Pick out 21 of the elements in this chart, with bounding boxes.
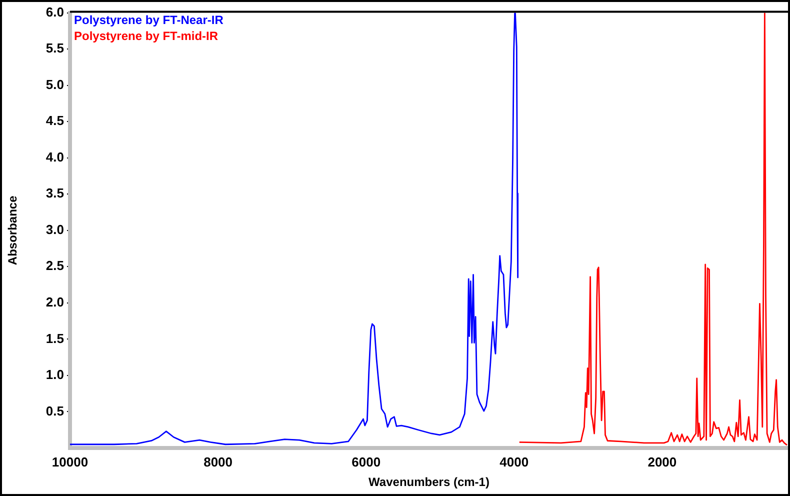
x-tick-label: 8000 [204, 454, 232, 470]
x-tick-label: 6000 [352, 454, 381, 470]
y-tick-label: 5.0 [46, 76, 64, 92]
y-axis-title: Absorbance [6, 195, 20, 266]
y-tick-label: 4.5 [46, 113, 64, 128]
y-tick-label: 0.5 [46, 403, 64, 418]
y-tick-label: 3.0 [46, 222, 64, 237]
x-tick-label: 10000 [52, 454, 88, 470]
y-tick-label: 4.0 [46, 149, 64, 164]
y-tick-label: 1.0 [46, 367, 64, 382]
y-tick-label: 6.0 [46, 4, 64, 20]
y-tick-label: 3.5 [46, 186, 64, 201]
x-tick-label: 2000 [648, 454, 677, 470]
y-tick-label: 5.5 [46, 40, 64, 56]
x-tick-label: 4000 [500, 454, 529, 470]
text: Polystyrene by FT-Near-IR [74, 13, 224, 28]
y-tick-label: 2.0 [46, 294, 64, 310]
y-tick-label: 2.5 [46, 258, 64, 274]
x-axis-title: Wavenumbers (cm-1) [368, 475, 490, 490]
text: Polystyrene by FT-mid-IR [74, 29, 218, 44]
y-tick-label: 1.5 [46, 330, 64, 346]
